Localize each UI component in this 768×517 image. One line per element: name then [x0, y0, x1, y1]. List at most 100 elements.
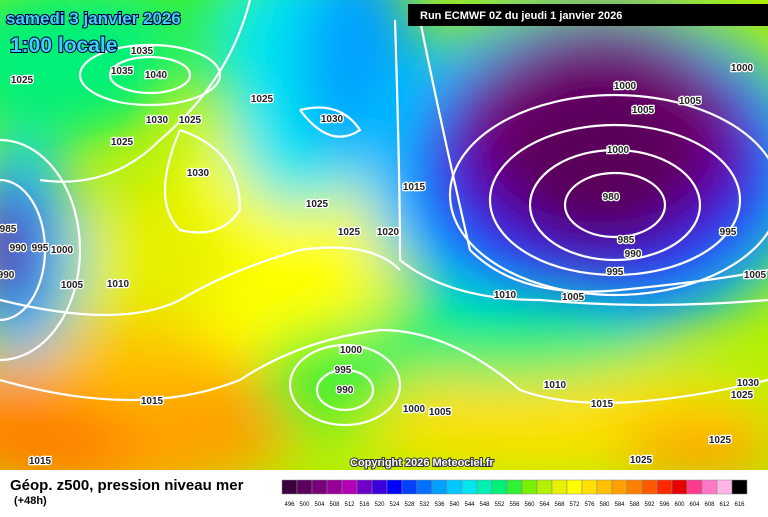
color-cell	[701, 479, 718, 495]
color-label: 592	[644, 502, 655, 508]
color-cell	[416, 479, 433, 495]
color-label: 580	[599, 502, 610, 508]
run: Run ECMWF 0Z du jeudi 1 janvier 2026	[420, 10, 622, 22]
isobar-label: 1030	[146, 115, 169, 126]
color-cell	[551, 479, 568, 495]
isobar-label: 1000	[340, 345, 363, 356]
isobar-label: 995	[720, 227, 737, 238]
isobar-label: 1010	[107, 279, 130, 290]
isobar-label: 1010	[494, 290, 517, 301]
color-label: 612	[719, 502, 730, 508]
isobar-label: 995	[335, 365, 352, 376]
color-label: 600	[674, 502, 685, 508]
color-cell	[596, 479, 613, 495]
color-cell	[341, 479, 358, 495]
isobar-label: 1005	[632, 105, 655, 116]
isobar-label: 1040	[145, 70, 168, 81]
isobar-label: 1015	[403, 182, 426, 193]
color-label: 564	[539, 502, 550, 508]
isobar-label: 1005	[429, 407, 452, 418]
color-label: 536	[434, 502, 445, 508]
color-cell	[356, 479, 373, 495]
isobar-label: 1005	[679, 96, 702, 107]
color-label: 524	[389, 502, 400, 508]
color-cell	[536, 479, 553, 495]
copyright: Copyright 2026 Meteociel.fr	[350, 457, 494, 469]
color-label: 556	[509, 502, 520, 508]
isobar-label: 990	[337, 385, 354, 396]
color-label: 532	[419, 502, 430, 508]
legend-lead: (+48h)	[14, 495, 47, 507]
color-cell	[506, 479, 523, 495]
color-label: 568	[554, 502, 565, 508]
color-label: 616	[734, 502, 745, 508]
isobar-label: 1025	[338, 227, 361, 238]
field	[0, 0, 768, 470]
color-label: 504	[314, 502, 325, 508]
color-label: 604	[689, 502, 700, 508]
color-label: 560	[524, 502, 535, 508]
color-cell	[566, 479, 583, 495]
color-cell	[446, 479, 463, 495]
isobars	[0, 0, 768, 427]
color-cell	[671, 479, 688, 495]
isobar-label: 995	[607, 267, 624, 278]
color-label: 528	[404, 502, 415, 508]
color-cell	[641, 479, 658, 495]
color-cell	[386, 479, 403, 495]
color-cell	[476, 479, 493, 495]
color-label: 584	[614, 502, 625, 508]
color-cell	[521, 479, 538, 495]
isobar-label: 1000	[731, 63, 754, 74]
color-label: 544	[464, 502, 475, 508]
color-cell	[311, 479, 328, 495]
isobar-label: 980	[603, 192, 620, 203]
color-cell	[656, 479, 673, 495]
time: 1:00 locale	[10, 34, 117, 57]
isobar-label: 1000	[403, 404, 426, 415]
color-label: 572	[569, 502, 580, 508]
color-cell	[461, 479, 478, 495]
color-cell	[326, 479, 343, 495]
color-label: 540	[449, 502, 460, 508]
isobar-label: 1025	[251, 94, 274, 105]
color-cell	[296, 479, 313, 495]
color-label: 520	[374, 502, 385, 508]
date: samedi 3 janvier 2026	[6, 9, 181, 28]
isobar-label: 1005	[61, 280, 84, 291]
isobar-label: 990	[0, 270, 15, 281]
color-cell	[611, 479, 628, 495]
color-label: 508	[329, 502, 340, 508]
color-label: 596	[659, 502, 670, 508]
isobar-label: 1025	[111, 137, 134, 148]
isobar-label: 1015	[141, 396, 164, 407]
isobar-label: 1020	[377, 227, 400, 238]
isobar-label: 985	[618, 235, 635, 246]
color-label: 496	[284, 502, 295, 508]
run-box	[408, 4, 768, 26]
color-cell	[626, 479, 643, 495]
isobar-label: 1025	[731, 390, 754, 401]
isobar-label: 1000	[51, 245, 74, 256]
color-cell	[686, 479, 703, 495]
color-cell	[491, 479, 508, 495]
color-cell	[371, 479, 388, 495]
isobar-label: 1030	[321, 114, 344, 125]
isobar-label: 985	[0, 224, 17, 235]
isobar-label: 1005	[744, 270, 767, 281]
isobar-label: 990	[625, 249, 642, 260]
color-cell	[281, 479, 298, 495]
color-cell	[431, 479, 448, 495]
isobar-label: 995	[32, 243, 49, 254]
color-label: 576	[584, 502, 595, 508]
color-label: 500	[299, 502, 310, 508]
isobar-label: 1015	[29, 456, 52, 467]
isobar-label: 1005	[562, 292, 585, 303]
isobar-label: 1035	[131, 46, 154, 57]
isobar-label: 1000	[614, 81, 637, 92]
color-label: 512	[344, 502, 355, 508]
color-label: 608	[704, 502, 715, 508]
color-cell	[581, 479, 598, 495]
